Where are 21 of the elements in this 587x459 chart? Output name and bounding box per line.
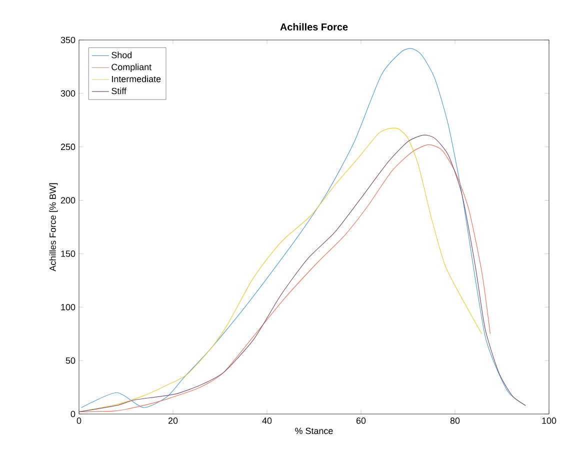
y-tick-label: 300 [60, 90, 76, 97]
y-tick-label: 200 [60, 197, 76, 204]
legend-label: Compliant [112, 64, 152, 72]
y-tick-label: 250 [60, 144, 76, 150]
x-tick-label: 20 [168, 418, 178, 424]
y-axis-title: Achilles Force [% BW] [49, 183, 58, 272]
legend-label: Shod [112, 52, 132, 58]
y-tick-label: 0 [70, 410, 76, 418]
legend-label: Intermediate [112, 76, 161, 82]
y-tick-label: 150 [61, 250, 76, 257]
x-tick-label: 40 [262, 418, 272, 424]
x-tick-label: 60 [356, 418, 366, 424]
y-tick-label: 350 [60, 36, 76, 44]
x-axis-title: % Stance [295, 428, 333, 434]
chart-title: Achilles Force [280, 23, 348, 30]
y-tick-label: 100 [61, 304, 76, 310]
x-tick-label: 0 [76, 418, 82, 424]
legend-label: Stiff [112, 88, 126, 94]
x-tick-label: 80 [450, 418, 460, 424]
x-tick-label: 100 [542, 418, 556, 424]
y-tick-label: 50 [66, 357, 76, 364]
